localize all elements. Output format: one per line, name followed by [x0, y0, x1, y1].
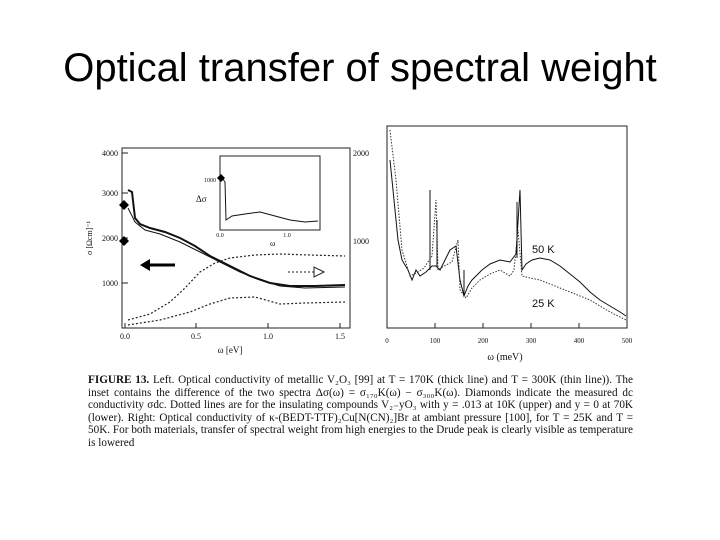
x-axis-label: ω [eV]	[218, 345, 243, 355]
label-50k: 50 K	[532, 244, 555, 256]
inset-x-tick: 0.0	[216, 233, 224, 239]
figure: 1000 2000 3000 4000 2000 1000 0.0 0.5 1.…	[85, 125, 633, 363]
inset-y-label: Δσ	[196, 194, 207, 204]
x-tick: 0.0	[120, 332, 130, 341]
y-tick: 4000	[102, 149, 118, 158]
inset: 1000 Δσ 0.0 1.0 ω	[196, 155, 321, 248]
x-tick: 300	[526, 337, 537, 345]
inset-x-tick: 1.0	[283, 233, 291, 239]
y-tick: 2000	[102, 234, 118, 243]
figure-caption: FIGURE 13. Left. Optical conductivity of…	[88, 374, 633, 450]
inset-x-label: ω	[270, 239, 275, 248]
x-axis-label: ω (meV)	[487, 352, 522, 363]
x-tick: 200	[478, 337, 489, 345]
left-arrow-head	[140, 259, 150, 271]
x-tick: 1.0	[263, 332, 273, 341]
y-tick: 3000	[102, 189, 118, 198]
slide-title: Optical transfer of spectral weight	[63, 46, 657, 90]
x-tick: 500	[622, 337, 633, 345]
right-arrow-head	[313, 266, 326, 278]
right-tick: 1000	[353, 237, 369, 246]
y-axis-label: σ [Ωcm]⁻¹	[85, 220, 94, 255]
x-tick: 1.5	[335, 332, 345, 341]
caption-text: Left. Optical conductivity of metallic V…	[88, 374, 633, 449]
x-tick: 400	[574, 337, 585, 345]
x-tick: 0.5	[191, 332, 201, 341]
left-panel: 1000 2000 3000 4000 2000 1000 0.0 0.5 1.…	[85, 147, 369, 355]
curve-insulating-lower	[127, 296, 346, 326]
inset-diamond	[217, 174, 225, 182]
y-tick: 1000	[102, 279, 118, 288]
right-panel: 0 100 200 300 400 500 ω (meV) 50 K 25 K	[385, 125, 633, 363]
x-tick: 0	[385, 337, 389, 345]
caption-lead: FIGURE 13.	[88, 374, 150, 386]
inset-y-tick: 1000	[204, 178, 216, 184]
curve-50k	[389, 159, 627, 317]
curve-300k	[127, 207, 346, 289]
x-tick: 100	[430, 337, 441, 345]
inset-curve	[221, 177, 319, 223]
curve-170k	[127, 189, 346, 287]
right-tick: 2000	[353, 149, 369, 158]
curve-25k	[389, 129, 627, 321]
label-25k: 25 K	[532, 298, 555, 310]
diamond-marker	[119, 200, 129, 210]
diamond-marker	[119, 236, 129, 246]
